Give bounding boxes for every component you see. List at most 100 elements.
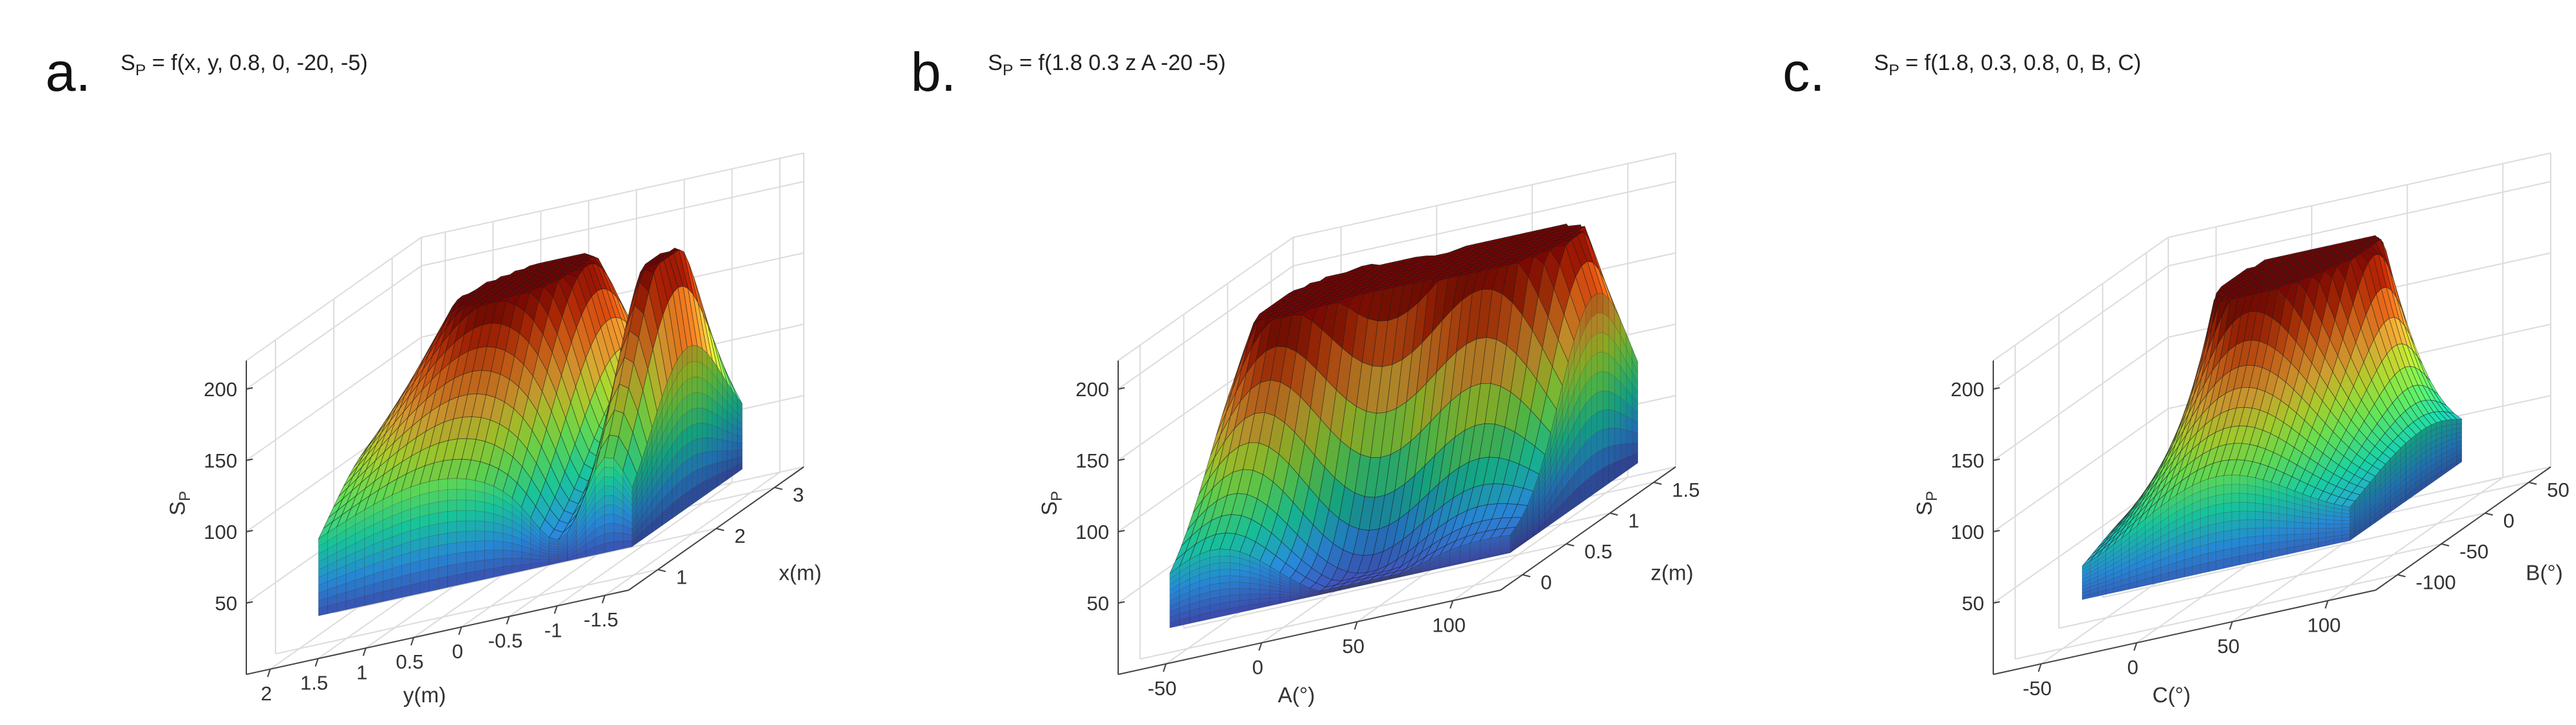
skirt-patch [1219, 588, 1230, 597]
skirt-patch [2255, 543, 2264, 554]
skirt-patch [2223, 557, 2232, 569]
skirt-patch [465, 540, 476, 553]
skirt-patch [456, 510, 467, 522]
z-tick-label: 50 [215, 592, 237, 615]
skirt-patch [1614, 410, 1621, 429]
skirt-patch [2446, 424, 2452, 431]
skirt-patch [712, 462, 718, 478]
skirt-patch [2231, 475, 2240, 485]
skirt-patch [2223, 539, 2232, 551]
skirt-patch [2263, 527, 2271, 536]
skirt-patch [1608, 444, 1615, 466]
skirt-patch [1614, 427, 1621, 446]
skirt-patch [1219, 582, 1230, 590]
skirt-patch [484, 540, 494, 551]
skirt-patch [428, 567, 439, 581]
skirt-patch [1219, 549, 1230, 556]
skirt-patch [2247, 502, 2256, 512]
skirt-patch [2341, 516, 2350, 521]
x-tick-label: -50 [2022, 677, 2052, 700]
skirt-patch [2456, 419, 2463, 425]
skirt-patch [2263, 511, 2271, 521]
skirt-patch [707, 423, 713, 438]
skirt-patch [2216, 540, 2224, 552]
skirt-patch [465, 489, 476, 501]
panel-label: c. [1783, 42, 1825, 102]
skirt-patch [604, 476, 614, 486]
x-axis-label: A(°) [1278, 683, 1315, 707]
skirt-patch [2334, 523, 2343, 529]
surface-skirt [318, 345, 743, 617]
x-axis-label: y(m) [403, 683, 446, 707]
surface [318, 248, 743, 541]
skirt-patch [2239, 519, 2248, 530]
skirt-patch [692, 345, 697, 362]
skirt-patch [2294, 534, 2303, 541]
z-tick-label: 50 [1962, 592, 1984, 615]
skirt-patch [1597, 409, 1604, 433]
x-tick-label: 0 [452, 640, 463, 663]
skirt-patch [465, 561, 476, 573]
skirt-patch [1597, 332, 1604, 353]
skirt-patch [438, 554, 448, 568]
skirt-patch [465, 510, 476, 521]
skirt-patch [465, 571, 476, 584]
skirt-patch [456, 573, 467, 586]
skirt-patch [732, 449, 738, 460]
skirt-patch [2263, 550, 2271, 560]
skirt-patch [737, 449, 743, 458]
skirt-patch [692, 469, 697, 489]
skirt-patch [465, 551, 476, 563]
skirt-patch [1608, 409, 1615, 429]
skirt-patch [438, 511, 448, 524]
x-tick-label: 100 [1432, 613, 1466, 636]
skirt-patch [2271, 519, 2280, 529]
skirt-patch [447, 564, 457, 577]
skirt-patch [2302, 538, 2311, 546]
skirt-patch [697, 422, 703, 440]
skirt-patch [2302, 522, 2311, 529]
z-tick-label: 150 [1950, 449, 1984, 472]
skirt-patch [428, 501, 439, 515]
skirt-patch [712, 474, 718, 491]
skirt-patch [707, 437, 713, 452]
skirt-patch [1626, 429, 1633, 444]
skirt-patch [697, 407, 703, 424]
skirt-patch [2239, 510, 2248, 521]
y-axis-label: B(°) [2526, 561, 2563, 585]
skirt-patch [447, 574, 457, 588]
surface [2081, 235, 2463, 567]
skirt-patch [2239, 545, 2248, 556]
skirt-patch [1632, 431, 1639, 444]
skirt-patch [697, 376, 703, 394]
skirt-patch [2255, 527, 2264, 537]
skirt-patch [737, 442, 743, 451]
skirt-patch [493, 531, 504, 542]
skirt-patch [692, 423, 697, 442]
skirt-patch [438, 576, 448, 590]
skirt-patch [1239, 582, 1250, 589]
skirt-patch [2239, 528, 2248, 539]
skirt-patch [2223, 502, 2232, 513]
skirt-patch [2286, 521, 2295, 529]
panel-title: SP = f(1.8, 0.3, 0.8, 0, B, C) [1874, 51, 2141, 79]
skirt-patch [2247, 519, 2256, 529]
skirt-patch [2446, 419, 2452, 426]
skirt-patch [604, 467, 614, 477]
surface-skirt [1169, 292, 1639, 628]
skirt-patch [604, 504, 614, 516]
skirt-patch [2255, 511, 2264, 520]
skirt-patch [419, 481, 430, 495]
skirt-patch [428, 490, 439, 504]
skirt-patch [456, 541, 467, 554]
skirt-patch [2216, 475, 2224, 487]
skirt-patch [2216, 493, 2224, 505]
skirt-patch [2278, 534, 2288, 543]
skirt-patch [2271, 541, 2280, 551]
skirt-patch [484, 530, 494, 541]
skirt-patch [737, 397, 743, 411]
skirt-patch [1249, 593, 1260, 600]
skirt-patch [2286, 534, 2295, 541]
x-tick-label: -1.5 [583, 608, 618, 631]
skirt-patch [1230, 575, 1240, 582]
